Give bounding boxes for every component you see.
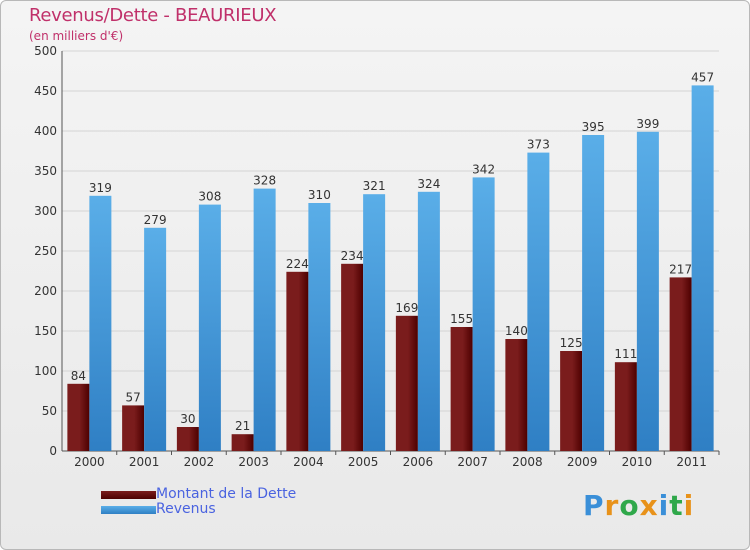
bar-revenue (472, 177, 495, 451)
bar-debt (286, 271, 309, 451)
bar-revenue (417, 191, 440, 452)
data-label-revenue: 328 (253, 174, 276, 188)
data-label-debt: 111 (614, 347, 637, 361)
bar-debt (122, 405, 145, 451)
legend-swatch-revenue (101, 505, 156, 514)
logo-letter: x (639, 489, 659, 522)
legend-label-revenue: Revenus (156, 501, 216, 517)
bar-revenue (363, 194, 386, 451)
logo-letter: t (669, 489, 684, 522)
data-label-revenue: 279 (144, 213, 167, 227)
data-label-debt: 217 (669, 262, 692, 276)
data-label-revenue: 399 (636, 117, 659, 131)
y-tick-label: 200 (34, 284, 57, 298)
bar-debt (395, 315, 418, 451)
logo-letter: i (658, 489, 670, 522)
y-tick-label: 400 (34, 124, 57, 138)
legend-item-revenue: Revenus (101, 502, 296, 517)
bar-debt (505, 339, 528, 451)
data-label-debt: 125 (560, 336, 583, 350)
bar-revenue (527, 152, 550, 451)
data-label-revenue: 310 (308, 188, 331, 202)
bar-debt (560, 351, 583, 451)
x-tick-label: 2002 (184, 455, 215, 469)
chart-title: Revenus/Dette - BEAURIEUX (29, 5, 277, 26)
x-tick-label: 2006 (403, 455, 434, 469)
bar-revenue (198, 204, 221, 451)
x-tick-label: 2000 (74, 455, 105, 469)
data-label-debt: 57 (125, 390, 140, 404)
data-label-revenue: 308 (198, 190, 221, 204)
x-tick-label: 2011 (676, 455, 707, 469)
data-label-debt: 234 (341, 249, 364, 263)
chart-subtitle: (en milliers d'€) (29, 29, 124, 43)
y-tick-label: 250 (34, 244, 57, 258)
data-label-debt: 224 (286, 257, 309, 271)
y-tick-label: 100 (34, 364, 57, 378)
bar-revenue (582, 135, 605, 451)
bar-revenue (253, 188, 276, 451)
data-label-debt: 169 (395, 301, 418, 315)
bar-debt (614, 362, 637, 451)
x-tick-label: 2003 (238, 455, 269, 469)
data-label-revenue: 373 (527, 138, 550, 152)
data-label-revenue: 395 (582, 120, 605, 134)
data-label-debt: 21 (235, 419, 250, 433)
logo-letter: i (683, 489, 695, 522)
x-tick-label: 2001 (129, 455, 160, 469)
data-label-debt: 30 (180, 412, 195, 426)
data-label-debt: 84 (71, 369, 86, 383)
y-tick-label: 0 (49, 444, 57, 458)
legend: Montant de la Dette Revenus (101, 487, 296, 517)
bar-revenue (691, 85, 714, 452)
x-tick-label: 2005 (348, 455, 379, 469)
bar-debt (450, 327, 473, 451)
y-tick-label: 50 (42, 404, 57, 418)
legend-label-debt: Montant de la Dette (156, 486, 297, 502)
data-label-revenue: 321 (363, 179, 386, 193)
x-tick-label: 2009 (567, 455, 598, 469)
bar-revenue (89, 195, 112, 451)
bar-debt (341, 263, 364, 451)
legend-item-debt: Montant de la Dette (101, 487, 296, 502)
data-label-revenue: 457 (691, 70, 714, 84)
bar-debt (669, 277, 692, 451)
data-label-debt: 140 (505, 324, 528, 338)
x-tick-label: 2008 (512, 455, 543, 469)
legend-swatch-debt (101, 490, 156, 499)
logo-letter: P (583, 489, 605, 522)
logo-letter: o (619, 489, 640, 522)
y-tick-label: 150 (34, 324, 57, 338)
bar-revenue (308, 203, 331, 451)
bar-debt (67, 383, 90, 451)
data-label-revenue: 342 (472, 162, 495, 176)
logo-letter: r (604, 489, 620, 522)
data-label-revenue: 319 (89, 181, 112, 195)
data-label-revenue: 324 (417, 177, 440, 191)
y-tick-label: 350 (34, 164, 57, 178)
bar-debt (176, 427, 199, 451)
x-tick-label: 2004 (293, 455, 324, 469)
bar-debt (231, 434, 254, 451)
y-tick-label: 450 (34, 84, 57, 98)
bar-revenue (144, 227, 167, 451)
y-tick-label: 300 (34, 204, 57, 218)
x-tick-label: 2007 (457, 455, 488, 469)
data-label-debt: 155 (450, 312, 473, 326)
proxiti-logo: Proxiti (583, 489, 694, 522)
bar-revenue (636, 131, 659, 452)
y-tick-label: 500 (34, 44, 57, 58)
x-tick-label: 2010 (622, 455, 653, 469)
